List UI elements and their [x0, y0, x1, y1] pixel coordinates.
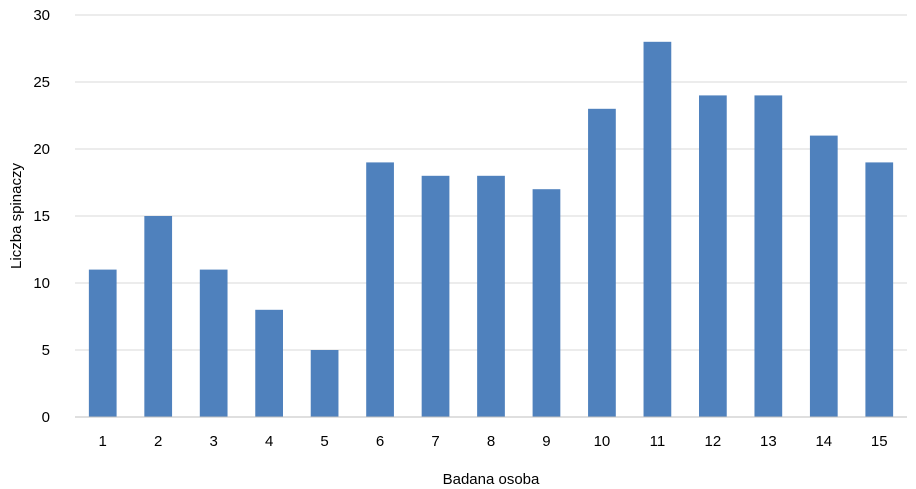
y-tick-labels: 0 5 10 15 20 25 30: [33, 7, 50, 426]
bar-12: [699, 95, 727, 418]
x-tick-label: 14: [815, 433, 832, 450]
bar-6: [366, 162, 394, 417]
bar-10: [588, 108, 616, 418]
bar-3: [199, 269, 228, 417]
y-tick-label: 30: [33, 7, 50, 24]
x-tick-label: 1: [99, 433, 107, 450]
bar-2: [144, 216, 173, 417]
y-tick-label: 5: [42, 342, 50, 359]
x-tick-label: 15: [871, 433, 888, 450]
x-tick-label: 8: [487, 433, 495, 450]
bar-13: [754, 95, 783, 418]
bar-11: [643, 41, 672, 418]
y-tick-label: 15: [33, 208, 50, 225]
x-tick-label: 3: [209, 433, 217, 450]
x-tick-label: 12: [705, 433, 722, 450]
x-tick-label: 10: [594, 433, 611, 450]
x-tick-label: 7: [431, 433, 439, 450]
x-tick-label: 2: [154, 433, 162, 450]
x-tick-label: 13: [760, 433, 777, 450]
bar-4: [255, 309, 283, 417]
x-axis-title: Badana osoba: [443, 471, 540, 488]
bar-5: [310, 350, 339, 417]
y-tick-label: 10: [33, 275, 50, 292]
y-tick-label: 25: [33, 74, 50, 91]
bar-14: [809, 135, 838, 417]
x-tick-labels: 1 2 3 4 5 6 7 8 9 10 11 12 13 14 15: [99, 433, 888, 450]
y-axis-title: Liczba spinaczy: [8, 163, 25, 269]
bar-15: [865, 162, 894, 417]
x-tick-label: 9: [542, 433, 550, 450]
bar-7: [421, 175, 450, 417]
y-tick-label: 0: [42, 409, 50, 426]
x-tick-label: 5: [320, 433, 328, 450]
x-tick-label: 4: [265, 433, 273, 450]
bar-8: [477, 175, 505, 417]
bar-1: [88, 269, 117, 417]
bars: [88, 41, 894, 418]
x-tick-label: 6: [376, 433, 384, 450]
bar-9: [532, 189, 561, 417]
y-tick-label: 20: [33, 141, 50, 158]
x-tick-label: 11: [650, 433, 666, 450]
